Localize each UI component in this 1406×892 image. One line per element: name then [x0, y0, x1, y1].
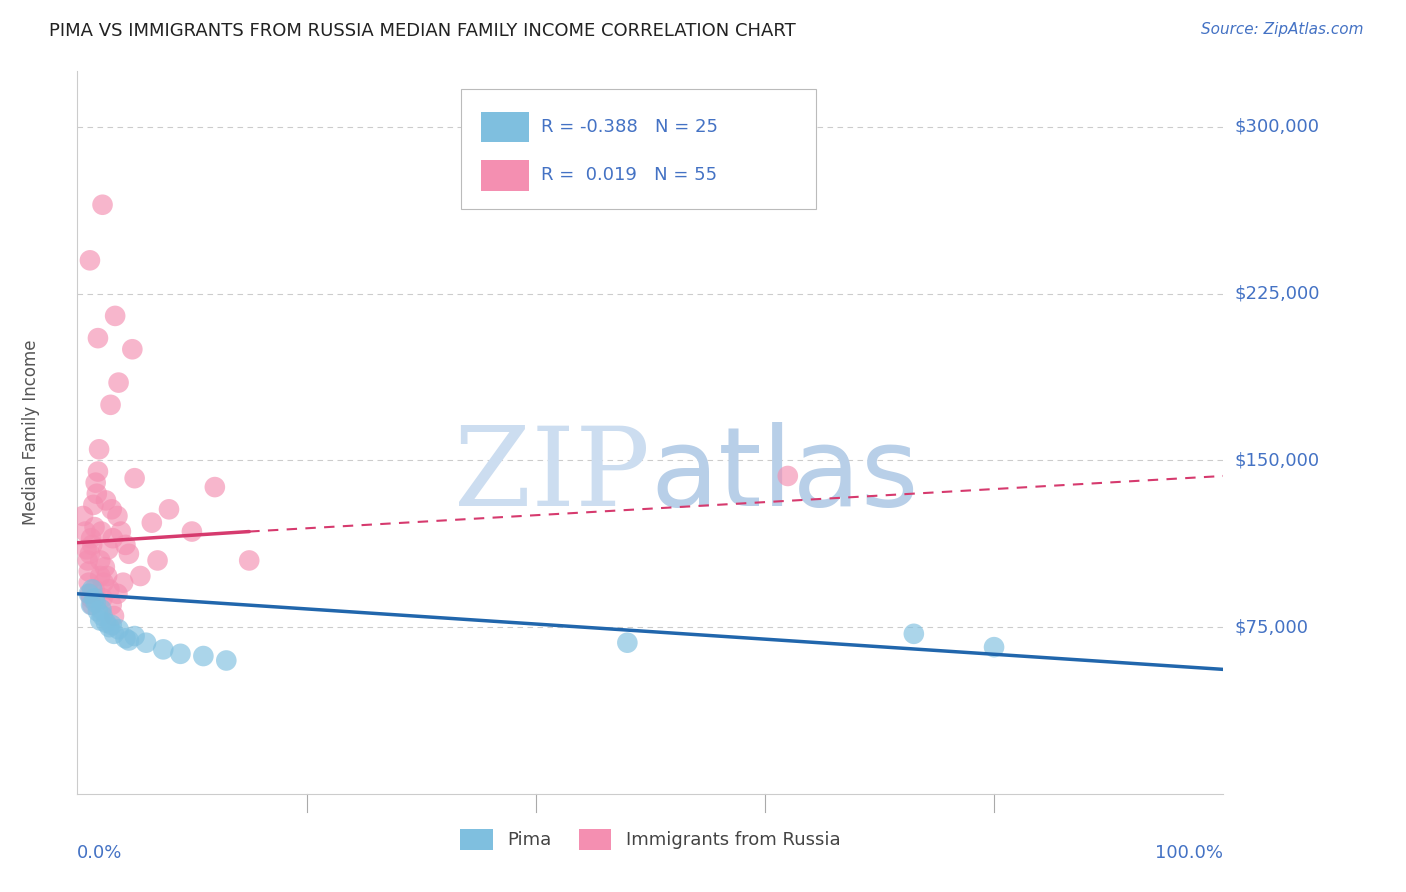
Point	[90, 524, 112, 539]
Point	[77, 575, 100, 590]
Point	[89, 553, 111, 567]
Point	[83, 582, 105, 597]
Point	[124, 629, 146, 643]
Point	[91, 591, 114, 606]
Point	[77, 587, 100, 601]
Point	[76, 542, 98, 557]
Point	[84, 596, 107, 610]
Point	[100, 398, 122, 412]
FancyBboxPatch shape	[481, 161, 529, 191]
Point	[776, 469, 799, 483]
Point	[118, 547, 141, 561]
Point	[110, 524, 132, 539]
Point	[107, 508, 129, 523]
Text: PIMA VS IMMIGRANTS FROM RUSSIA MEDIAN FAMILY INCOME CORRELATION CHART: PIMA VS IMMIGRANTS FROM RUSSIA MEDIAN FA…	[49, 22, 796, 40]
Point	[103, 627, 125, 641]
Text: Source: ZipAtlas.com: Source: ZipAtlas.com	[1201, 22, 1364, 37]
Point	[124, 471, 146, 485]
Point	[89, 614, 111, 628]
Point	[157, 502, 180, 516]
Text: R = -0.388   N = 25: R = -0.388 N = 25	[541, 118, 718, 136]
Text: $150,000: $150,000	[1234, 451, 1319, 469]
Point	[100, 598, 122, 612]
Point	[91, 198, 114, 212]
Point	[72, 508, 94, 523]
Text: R =  0.019   N = 55: R = 0.019 N = 55	[541, 167, 717, 185]
Text: ZIP: ZIP	[454, 423, 651, 530]
Point	[141, 516, 163, 530]
Point	[983, 640, 1005, 655]
Point	[79, 547, 101, 561]
Point	[114, 632, 136, 646]
Text: $75,000: $75,000	[1234, 618, 1309, 636]
Point	[96, 569, 118, 583]
Point	[616, 636, 638, 650]
Point	[84, 475, 107, 490]
Point	[91, 609, 114, 624]
Text: atlas: atlas	[651, 423, 918, 530]
Point	[79, 587, 101, 601]
Point	[82, 598, 104, 612]
Text: Median Family Income: Median Family Income	[22, 340, 41, 525]
Point	[94, 560, 117, 574]
Text: $225,000: $225,000	[1234, 285, 1320, 302]
Point	[97, 542, 120, 557]
Point	[94, 493, 117, 508]
FancyBboxPatch shape	[461, 89, 817, 209]
Point	[180, 524, 204, 539]
Point	[77, 565, 100, 579]
Point	[94, 615, 117, 630]
Point	[101, 531, 124, 545]
Point	[114, 538, 136, 552]
Point	[86, 487, 108, 501]
Point	[169, 647, 191, 661]
Point	[107, 376, 129, 390]
Point	[90, 602, 112, 616]
Point	[129, 569, 152, 583]
Point	[87, 331, 110, 345]
Point	[87, 442, 110, 457]
Point	[103, 609, 125, 624]
Point	[100, 502, 122, 516]
Point	[100, 618, 122, 632]
Point	[107, 623, 129, 637]
Text: 100.0%: 100.0%	[1156, 845, 1223, 863]
Point	[83, 520, 105, 534]
Point	[79, 253, 101, 268]
Point	[104, 309, 127, 323]
FancyBboxPatch shape	[481, 112, 529, 142]
Point	[146, 553, 169, 567]
Point	[75, 524, 97, 539]
Point	[87, 465, 110, 479]
Point	[215, 653, 238, 667]
Point	[118, 633, 141, 648]
Point	[87, 605, 110, 619]
Point	[80, 598, 103, 612]
Text: $300,000: $300,000	[1234, 118, 1319, 136]
Legend: Pima, Immigrants from Russia: Pima, Immigrants from Russia	[453, 822, 848, 857]
Point	[82, 582, 104, 597]
Point	[98, 582, 121, 597]
Point	[80, 531, 103, 545]
Point	[83, 591, 105, 606]
Point	[89, 569, 111, 583]
Point	[82, 538, 104, 552]
Point	[152, 642, 174, 657]
Point	[82, 498, 104, 512]
Point	[98, 620, 121, 634]
Point	[76, 553, 98, 567]
Point	[204, 480, 226, 494]
Point	[93, 575, 115, 590]
Point	[80, 591, 103, 606]
Point	[112, 575, 135, 590]
Point	[193, 648, 215, 663]
Point	[107, 587, 129, 601]
Text: 0.0%: 0.0%	[77, 845, 122, 863]
Point	[135, 636, 157, 650]
Point	[903, 627, 925, 641]
Point	[238, 553, 260, 567]
Point	[121, 343, 143, 357]
